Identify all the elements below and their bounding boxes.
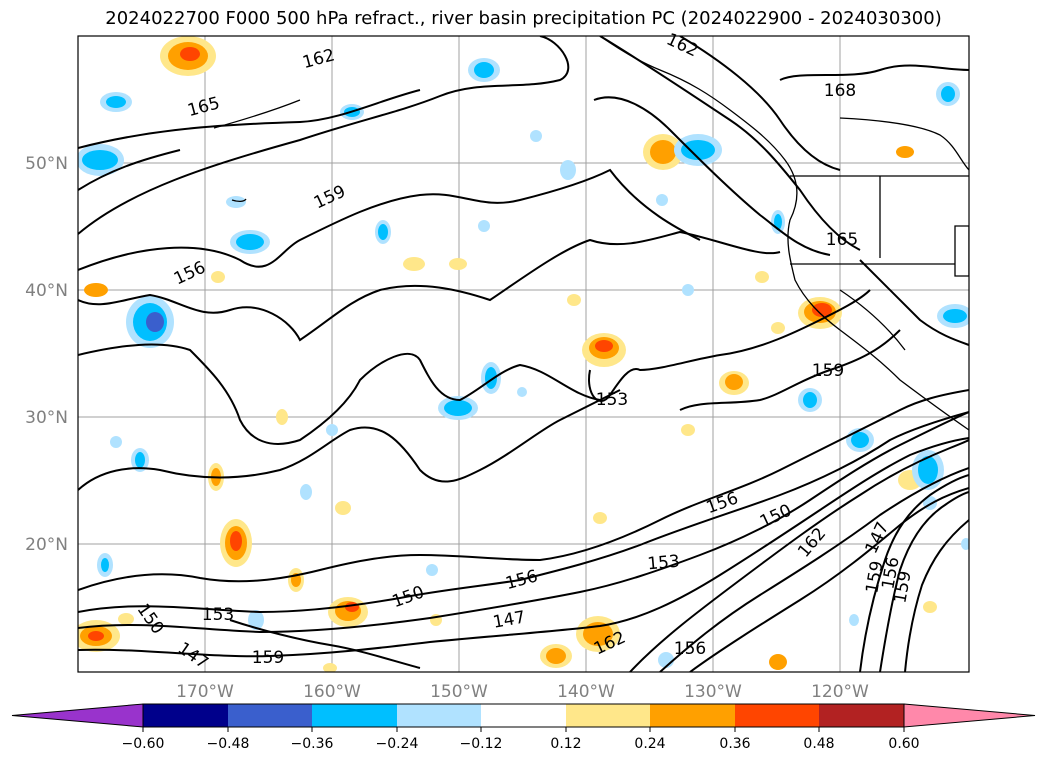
lat-label-50n: 50°N [25,154,68,174]
map-title: 2024022700 F000 500 hPa refract., river … [105,8,942,29]
coastlines [213,36,969,520]
colorbar-segment [735,704,819,727]
lon-label-160w: 160°W [303,682,361,702]
contour-label: 153 [647,552,681,575]
lat-label-20n: 20°N [25,535,68,555]
contour-label: 159 [812,361,844,381]
lon-label-130w: 130°W [684,682,742,702]
contour-label: 159 [252,648,284,668]
refractivity-contours [78,36,969,672]
colorbar-extend-min [11,703,144,728]
colorbar-tick-label: 0.48 [803,736,834,752]
lon-label-120w: 120°W [811,682,869,702]
colorbar-tick-label: 0.24 [634,736,665,752]
colorbar-tick-label: −0.48 [207,736,250,752]
colorbar-segment [819,704,904,727]
colorbar-tick-label: −0.36 [291,736,334,752]
lon-label-140w: 140°W [557,682,615,702]
colorbar-segment [397,704,481,727]
plot-frame [77,35,970,673]
colorbar-tick-label: −0.60 [122,736,165,752]
lat-label-30n: 30°N [25,408,68,428]
colorbar: −0.60 −0.48 −0.36 −0.24 −0.12 0.12 0.24 0.36 0.4… [11,703,1036,752]
colorbar-extend-max [903,703,1036,728]
colorbar-segment [566,704,650,727]
colorbar-segment [143,704,228,727]
colorbar-outline [142,703,905,728]
lat-label-40n: 40°N [25,281,68,301]
negative-anomaly-blobs [78,58,969,668]
colorbar-tick-label: 0.12 [550,736,581,752]
contour-label: 153 [202,605,234,625]
colorbar-segment [650,704,735,727]
contour-label: 153 [596,390,628,410]
colorbar-segment [312,704,397,727]
colorbar-segment [228,704,312,727]
colorbar-tick-label: −0.24 [376,736,419,752]
lon-label-150w: 150°W [430,682,488,702]
contour-label: 165 [826,230,858,250]
colorbar-tick-label: 0.60 [888,736,919,752]
colorbar-segment [481,704,566,727]
colorbar-tick-label: −0.12 [460,736,503,752]
contour-label: 156 [674,639,706,659]
lon-label-170w: 170°W [176,682,234,702]
plot-area [78,36,969,672]
colorbar-tick-label: 0.36 [719,736,750,752]
positive-anomaly-blobs [78,36,937,672]
contour-label: 168 [824,81,856,101]
